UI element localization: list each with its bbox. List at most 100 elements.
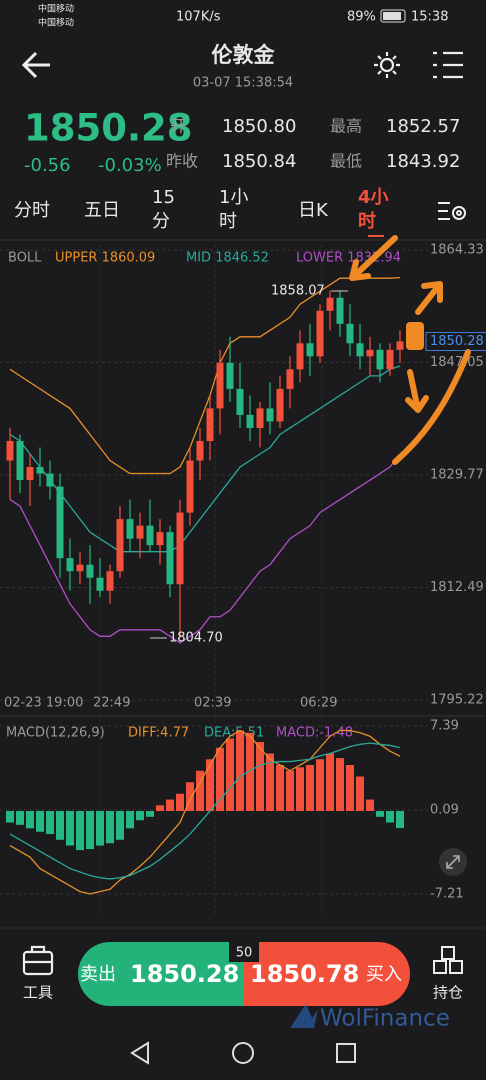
candle-body bbox=[16, 440, 24, 481]
buy-button[interactable] bbox=[243, 942, 410, 1006]
tool-icon[interactable] bbox=[22, 945, 54, 976]
boll-mid-label: MID 1846.52 bbox=[186, 251, 269, 266]
low-annotation: 1804.70 bbox=[169, 631, 223, 646]
carrier: 中国移动 bbox=[38, 3, 74, 15]
tab[interactable]: 五日 bbox=[84, 200, 120, 221]
sell-price[interactable]: 1850.28 bbox=[130, 960, 239, 988]
boll-upper-label: UPPER 1860.09 bbox=[55, 251, 155, 266]
sell-button[interactable] bbox=[78, 942, 243, 1006]
candle-body bbox=[226, 362, 234, 389]
change: -0.56 bbox=[24, 155, 71, 176]
kline-layer: 1864.33 1847.05 1829.77 1812.49 1795.22 1850.… bbox=[0, 243, 486, 708]
expand-icon bbox=[446, 855, 460, 869]
macd-bar bbox=[266, 753, 274, 812]
candle-body bbox=[116, 519, 124, 572]
boll-upper bbox=[9, 276, 401, 475]
y-tick-label: 0.09 bbox=[430, 803, 459, 818]
menu-button[interactable] bbox=[433, 51, 463, 79]
chart-settings-button[interactable] bbox=[438, 202, 466, 220]
macd-bar bbox=[366, 799, 374, 812]
macd-bar bbox=[316, 759, 324, 812]
tab[interactable]: 15 分 bbox=[152, 187, 175, 232]
nav-back[interactable] bbox=[130, 1041, 149, 1065]
back-button[interactable] bbox=[21, 51, 50, 79]
macd-bar bbox=[276, 765, 284, 812]
carrier: 中国移动 bbox=[38, 17, 74, 29]
candle-body bbox=[66, 558, 74, 572]
macd-layer: 7.39 0.09 -7.21 bbox=[0, 719, 464, 902]
watermark: WolFinance bbox=[320, 1006, 450, 1032]
position-icon[interactable] bbox=[433, 946, 463, 974]
diff-label: DIFF:4.77 bbox=[128, 726, 189, 741]
macd-bar bbox=[396, 811, 404, 829]
candle-body bbox=[126, 519, 134, 539]
diff-line bbox=[9, 729, 401, 895]
watermark-logo bbox=[290, 1004, 318, 1028]
annotation-box bbox=[406, 322, 424, 350]
macd-bar bbox=[166, 799, 174, 812]
nav-home[interactable] bbox=[232, 1042, 254, 1064]
battery-icon bbox=[380, 9, 406, 23]
nav-recent[interactable] bbox=[336, 1043, 356, 1063]
tab[interactable]: 1小时 bbox=[219, 187, 248, 232]
macd-bar bbox=[246, 732, 254, 812]
candle-body bbox=[36, 467, 44, 474]
candle-body bbox=[276, 388, 284, 422]
macd-bar bbox=[116, 811, 124, 840]
candle-body bbox=[246, 414, 254, 428]
macd-bar bbox=[96, 811, 104, 846]
macd-bar bbox=[296, 767, 304, 812]
macd-bar bbox=[306, 765, 314, 812]
candle-body bbox=[96, 577, 104, 591]
candle-body bbox=[336, 297, 344, 324]
macd-bar bbox=[106, 811, 114, 844]
prev-close-label: 昨收 bbox=[166, 152, 198, 171]
macd-bar bbox=[346, 765, 354, 812]
tab[interactable]: 4小时 bbox=[358, 187, 389, 232]
candle-body bbox=[286, 369, 294, 389]
tool-label[interactable]: 工具 bbox=[23, 984, 53, 1002]
macd-bar bbox=[76, 811, 84, 851]
candle-body bbox=[316, 310, 324, 357]
y-tick-label: 1812.49 bbox=[430, 580, 484, 595]
buy-price[interactable]: 1850.78 bbox=[250, 960, 359, 988]
macd-bar bbox=[56, 811, 64, 840]
y-tick-label: 1795.22 bbox=[430, 693, 484, 708]
tab[interactable]: 日K bbox=[298, 200, 329, 221]
theme-button[interactable] bbox=[374, 52, 400, 78]
candle-body bbox=[6, 440, 14, 461]
prev-close-value: 1850.84 bbox=[222, 151, 296, 172]
change-pct: -0.03% bbox=[98, 155, 162, 176]
macd-bar bbox=[136, 811, 144, 821]
macd-bar bbox=[326, 753, 334, 812]
spread: 50 bbox=[236, 946, 253, 961]
macd-bar bbox=[196, 770, 204, 812]
dea-line bbox=[9, 742, 401, 880]
candle-body bbox=[256, 408, 264, 428]
tab[interactable]: 分时 bbox=[14, 200, 50, 221]
open-value: 1850.80 bbox=[222, 116, 296, 137]
buy-label[interactable]: 买入 bbox=[366, 964, 402, 985]
macd-bar bbox=[26, 811, 34, 829]
macd-title: MACD(12,26,9) bbox=[6, 726, 105, 741]
last-price-box bbox=[425, 331, 486, 351]
high-label: 最高 bbox=[330, 117, 362, 136]
sell-label[interactable]: 卖出 bbox=[80, 964, 116, 985]
macd-bar bbox=[146, 811, 154, 817]
battery-fill bbox=[383, 12, 401, 20]
candle-body bbox=[306, 343, 314, 357]
candle-body bbox=[296, 343, 304, 370]
candle-body bbox=[266, 408, 274, 422]
candle-body bbox=[346, 323, 354, 344]
candle-body bbox=[76, 564, 84, 572]
macd-bar bbox=[336, 758, 344, 812]
macd-bar bbox=[226, 738, 234, 812]
annotation-arrows bbox=[349, 235, 471, 465]
y-tick-label: 1864.33 bbox=[430, 243, 484, 258]
candle-body bbox=[176, 512, 184, 585]
high-annotation: 1858.07 bbox=[271, 284, 325, 299]
position-label[interactable]: 持仓 bbox=[433, 984, 463, 1002]
y-tick-label: 7.39 bbox=[430, 719, 459, 734]
candle-body bbox=[366, 349, 374, 357]
